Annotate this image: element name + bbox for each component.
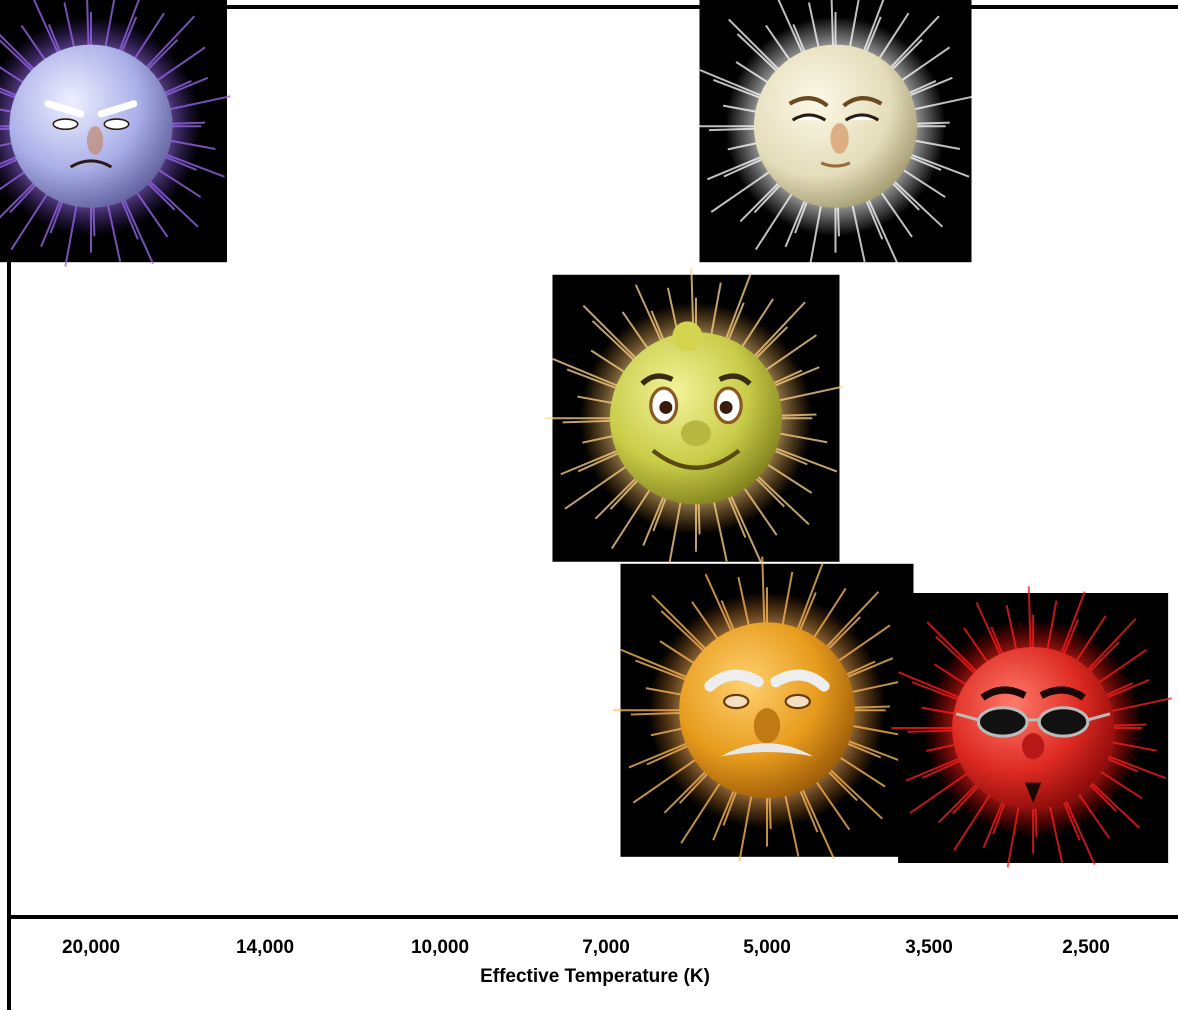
red-star-face-icon — [891, 586, 1172, 868]
x-tick-label: 10,000 — [411, 937, 469, 958]
x-tick-label: 7,000 — [582, 937, 630, 958]
orange-star-face-icon — [613, 556, 918, 862]
blue-star-face-icon — [0, 0, 231, 267]
x-tick-label: 3,500 — [905, 937, 953, 958]
star-points — [0, 0, 1172, 868]
x-tick-label: 5,000 — [743, 937, 791, 958]
x-tick-labels: 20,000 14,000 10,000 7,000 5,000 3,500 2,500 — [62, 937, 1110, 958]
white-star-face-icon — [692, 0, 976, 267]
x-tick-label: 20,000 — [62, 937, 120, 958]
x-axis-label: Effective Temperature (K) — [480, 966, 710, 987]
x-tick-label: 2,500 — [1062, 937, 1110, 958]
yellow-star-face-icon — [545, 267, 844, 567]
x-tick-label: 14,000 — [236, 937, 294, 958]
